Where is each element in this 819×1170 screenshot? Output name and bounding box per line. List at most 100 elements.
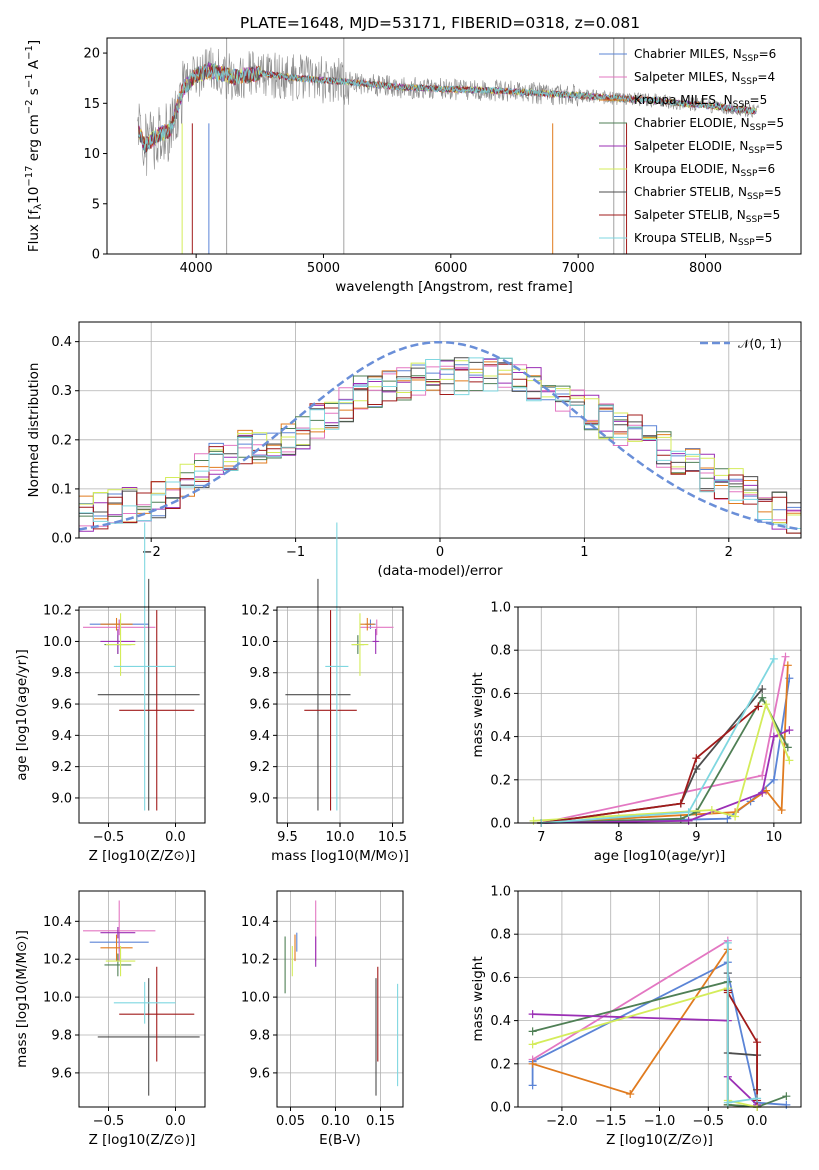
model-spectrum-8 — [138, 62, 757, 152]
y-tick-label: 9.0 — [51, 791, 72, 806]
y-tick-label: 10 — [83, 147, 100, 162]
x-tick-label: −0.5 — [93, 830, 125, 845]
weight-marker-5 — [785, 756, 794, 765]
weight-marker-8 — [769, 654, 778, 663]
y-axis-label: Normed distribution — [26, 363, 42, 498]
y-tick-label: 9.2 — [249, 760, 270, 775]
weight-marker-4 — [785, 726, 794, 735]
x-tick-label: −2.0 — [546, 1114, 578, 1129]
weight-series-5 — [532, 987, 758, 1108]
y-tick-label: 0 — [92, 248, 100, 263]
x-tick-label: 0.05 — [276, 1114, 305, 1129]
x-tick-label: 0.10 — [321, 1114, 350, 1129]
legend-label-0: Chabrier MILES, NSSP=6 — [634, 47, 776, 64]
x-tick-label: 0.0 — [747, 1114, 768, 1129]
x-tick-label: 7 — [537, 830, 545, 845]
legend-label-2: Kroupa MILES, NSSP=5 — [634, 93, 767, 110]
y-tick-label: 9.8 — [249, 666, 270, 681]
weight-marker-3 — [782, 1092, 791, 1101]
y-axis-label: mass weight — [470, 672, 486, 757]
x-axis-label: Z [log10(Z/Z⊙)] — [606, 1132, 713, 1148]
legend-label-6: Chabrier STELIB, NSSP=5 — [634, 185, 782, 202]
x-tick-label: −1.0 — [644, 1114, 676, 1129]
weight-marker-5 — [528, 1040, 537, 1049]
x-tick-label: 10.5 — [378, 830, 407, 845]
weight-marker-4 — [769, 732, 778, 741]
weight-marker-3 — [528, 1027, 537, 1036]
weight-series-4 — [532, 1013, 758, 1106]
y-tick-label: 10.2 — [43, 953, 72, 968]
y-tick-label: 9.4 — [51, 729, 72, 744]
age-vs-mass-panel: 9.5 10.0 10.5 9.0 9.2 9.4 9.6 9.8 10.0 10.2 mass [… — [241, 522, 409, 864]
weight-marker-6 — [692, 765, 701, 773]
y-tick-label: 0.0 — [490, 1101, 511, 1116]
weight-marker-3 — [758, 693, 767, 702]
y-axis-label: mass [log10(M/M⊙)] — [14, 930, 30, 1068]
y-tick-label: 5 — [92, 197, 100, 212]
weight-series-8 — [726, 942, 758, 1104]
weight-marker-6 — [758, 685, 767, 694]
x-axis-label: mass [log10(M/M⊙)] — [271, 848, 409, 864]
legend-label-3: Chabrier ELODIE, NSSP=5 — [634, 116, 784, 133]
plot-frame — [106, 37, 802, 255]
mass-vs-z-panel: −0.5 0.0 9.6 9.8 10.0 10.2 10.4 Z [log10(Z/Z⊙)]… — [14, 890, 206, 1148]
y-tick-label: 0.3 — [51, 384, 72, 399]
x-tick-label: 7000 — [562, 261, 595, 276]
plot-frame — [517, 606, 802, 824]
y-tick-label: 9.6 — [51, 698, 72, 713]
weight-series-4 — [541, 729, 790, 824]
x-tick-label: −1.5 — [595, 1114, 627, 1129]
y-tick-label: 9.8 — [249, 1029, 270, 1044]
y-tick-label: 0.1 — [51, 482, 72, 497]
histogram-5 — [79, 360, 801, 534]
y-tick-label: 10.0 — [241, 635, 270, 650]
weight-marker-0 — [723, 814, 732, 823]
weight-marker-5 — [762, 700, 771, 709]
weight-marker-3 — [692, 808, 701, 817]
weight-marker-4 — [758, 788, 767, 797]
y-tick-label: 9.4 — [249, 729, 270, 744]
y-tick-label: 0.0 — [51, 532, 72, 547]
weight-marker-2 — [783, 661, 792, 670]
y-tick-label: 0.2 — [51, 433, 72, 448]
plot-frame — [517, 890, 802, 1108]
y-tick-label: 9.2 — [51, 760, 72, 775]
legend-label-1: Salpeter MILES, NSSP=4 — [634, 70, 775, 87]
y-tick-label: 10.0 — [43, 991, 72, 1006]
y-tick-label: 0.4 — [51, 335, 72, 350]
x-tick-label: 9.5 — [277, 830, 298, 845]
weight-marker-5 — [529, 816, 538, 825]
x-tick-label: −0.5 — [693, 1114, 725, 1129]
x-axis-label: Z [log10(Z/Z⊙)] — [89, 1132, 196, 1148]
weight-marker-7 — [676, 799, 685, 808]
y-tick-label: 0.4 — [490, 1014, 511, 1029]
x-axis-label: wavelength [Angstrom, rest frame] — [335, 279, 573, 295]
mass-vs-ebv-panel: 0.05 0.10 0.15 9.6 9.8 10.0 10.2 10.4 E(B-V) — [241, 890, 404, 1148]
y-tick-label: 10.2 — [43, 604, 72, 619]
x-tick-label: 10 — [766, 830, 783, 845]
weight-series-2 — [532, 946, 758, 1108]
plot-frame — [276, 890, 404, 1108]
weight-marker-5 — [707, 806, 716, 815]
plot-frame — [78, 606, 206, 824]
y-tick-label: 10.2 — [241, 604, 270, 619]
histograms — [79, 340, 801, 534]
legend-label-5: Kroupa ELODIE, NSSP=6 — [634, 162, 775, 179]
weight-marker-7 — [753, 1038, 762, 1047]
y-tick-label: 0.4 — [490, 730, 511, 745]
weight-marker-2 — [626, 1090, 635, 1099]
legend-label-7: Salpeter STELIB, NSSP=5 — [634, 208, 780, 225]
x-tick-label: −0.5 — [93, 1114, 125, 1129]
weight-marker-4 — [684, 816, 693, 825]
y-tick-label: 0.6 — [490, 687, 511, 702]
x-tick-label: 6000 — [434, 261, 467, 276]
x-tick-label: 8000 — [689, 261, 722, 276]
y-tick-label: 0.6 — [490, 971, 511, 986]
y-axis-label: age [log10(age/yr)] — [14, 649, 30, 781]
y-tick-label: 20 — [83, 47, 100, 62]
y-tick-label: 1.0 — [490, 601, 511, 616]
x-tick-label: 0 — [436, 545, 444, 560]
y-tick-label: 10.0 — [241, 991, 270, 1006]
weight-marker-8 — [753, 1094, 762, 1103]
weight-marker-8 — [723, 1098, 732, 1107]
